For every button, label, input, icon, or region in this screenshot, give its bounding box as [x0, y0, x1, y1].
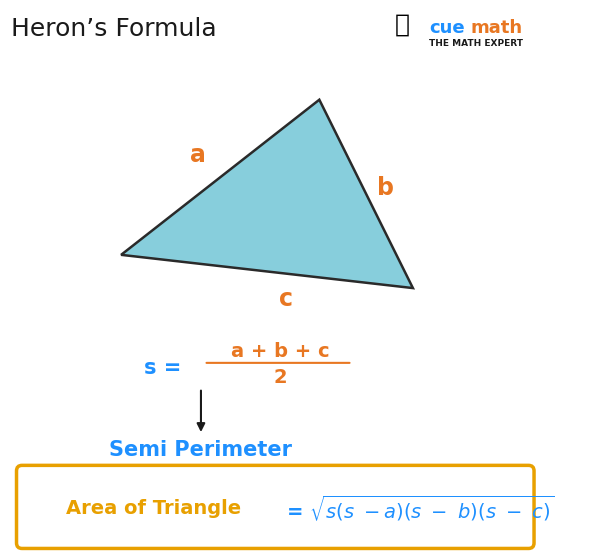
Text: 2: 2	[274, 368, 288, 387]
Text: Semi Perimeter: Semi Perimeter	[109, 440, 293, 460]
Text: = $\sqrt{s(s\ -a)(s\ -\ b)(s\ -\ c)}$: = $\sqrt{s(s\ -a)(s\ -\ b)(s\ -\ c)}$	[287, 494, 555, 524]
Text: THE MATH EXPERT: THE MATH EXPERT	[429, 39, 524, 48]
Polygon shape	[121, 100, 413, 288]
FancyBboxPatch shape	[17, 465, 534, 548]
Text: 🚀: 🚀	[395, 13, 410, 37]
Text: s =: s =	[144, 358, 181, 378]
Text: a + b + c: a + b + c	[232, 342, 330, 361]
Text: Area of Triangle: Area of Triangle	[66, 499, 241, 518]
Text: a: a	[190, 143, 206, 167]
Text: cue: cue	[429, 19, 465, 37]
Text: math: math	[470, 19, 523, 37]
Text: Heron’s Formula: Heron’s Formula	[11, 17, 217, 40]
Text: b: b	[377, 176, 394, 201]
Text: c: c	[279, 287, 293, 311]
